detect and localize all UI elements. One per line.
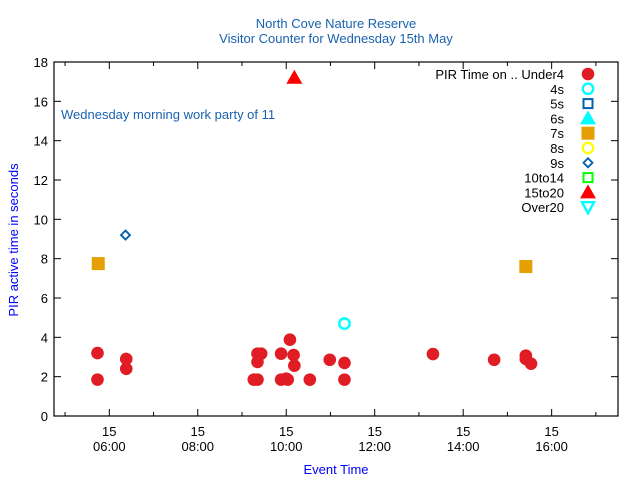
data-point-7s (519, 260, 533, 274)
legend-label: 8s (550, 141, 564, 156)
data-point-under4 (91, 346, 104, 360)
chart-annotation: Wednesday morning work party of 11 (61, 107, 275, 122)
data-point-7s (91, 257, 105, 271)
legend-marker-5s (582, 98, 594, 110)
x-tick-day: 15 (456, 424, 470, 439)
data-point-under4 (323, 353, 337, 367)
data-point-under4 (91, 373, 104, 386)
data-point-under4 (274, 347, 288, 360)
x-tick-label: 10:00 (270, 439, 303, 454)
data-points (91, 69, 538, 386)
chart-subtitle: Visitor Counter for Wednesday 15th May (219, 31, 453, 46)
data-point-under4 (119, 352, 133, 366)
legend-label: 6s (550, 111, 564, 126)
x-tick-day: 15 (544, 424, 558, 439)
y-tick-label: 10 (34, 212, 48, 227)
data-point-15to20 (286, 69, 303, 84)
x-tick-label: 14:00 (447, 439, 480, 454)
y-tick-label: 6 (41, 291, 48, 306)
data-point-under4 (251, 373, 264, 386)
data-point-under4 (119, 362, 133, 376)
x-tick-label: 16:00 (535, 439, 568, 454)
y-tick-label: 16 (34, 94, 48, 109)
legend-label: 10to14 (524, 171, 564, 186)
legend-label: PIR Time on .. Under4 (435, 67, 564, 82)
x-tick-day: 15 (191, 424, 205, 439)
legend-marker-7s (581, 126, 595, 140)
legend-label: 15to20 (524, 185, 564, 200)
data-point-under4 (338, 373, 351, 386)
legend-title: PIR Time on .. (435, 67, 517, 82)
data-point-under4 (487, 353, 501, 367)
legend-marker-10to14 (582, 172, 594, 184)
y-tick-label: 8 (41, 252, 48, 267)
data-point-under4 (287, 348, 300, 362)
x-tick-day: 15 (367, 424, 381, 439)
y-tick-label: 2 (41, 370, 48, 385)
chart-title: North Cove Nature Reserve (256, 16, 416, 31)
legend-label: 5s (550, 97, 564, 112)
legend-marker-9s (582, 157, 594, 169)
data-point-under4 (303, 373, 317, 386)
data-point-under4 (338, 356, 351, 370)
legend-marker-8s (581, 141, 595, 155)
legend-marker-4s (581, 82, 595, 96)
legend-label: 7s (550, 126, 564, 141)
data-point-under4 (283, 333, 297, 346)
legend: PIR Time on .. Under44s5s6s7s8s9s10to141… (435, 67, 597, 216)
legend-label: Over20 (521, 200, 564, 215)
data-point-under4 (281, 373, 295, 386)
y-tick-label: 12 (34, 173, 48, 188)
x-tick-label: 08:00 (181, 439, 214, 454)
x-tick-day: 15 (279, 424, 293, 439)
legend-marker-under4 (581, 67, 595, 81)
y-tick-label: 4 (41, 330, 48, 345)
data-point-under4 (254, 347, 268, 360)
data-point-4s (338, 317, 351, 330)
data-point-under4 (524, 357, 538, 370)
data-point-under4 (288, 359, 301, 372)
y-tick-label: 14 (34, 134, 48, 149)
legend-marker-6s (580, 110, 596, 125)
axes: 0246810121416181506:001508:001510:001512… (34, 55, 618, 454)
y-tick-label: 0 (41, 409, 48, 424)
x-tick-label: 06:00 (93, 439, 126, 454)
legend-label: 9s (550, 156, 564, 171)
data-point-under4 (426, 347, 440, 361)
y-axis-label: PIR active time in seconds (6, 163, 21, 317)
legend-label-text: Under4 (521, 67, 564, 82)
data-point-9s (119, 229, 132, 241)
legend-marker-over20 (579, 200, 597, 216)
legend-label: 4s (550, 82, 564, 97)
plot-frame (53, 61, 619, 417)
x-axis-label: Event Time (303, 462, 368, 477)
x-tick-day: 15 (102, 424, 116, 439)
x-tick-label: 12:00 (358, 439, 391, 454)
legend-marker-15to20 (580, 184, 596, 199)
y-tick-label: 18 (34, 55, 48, 70)
